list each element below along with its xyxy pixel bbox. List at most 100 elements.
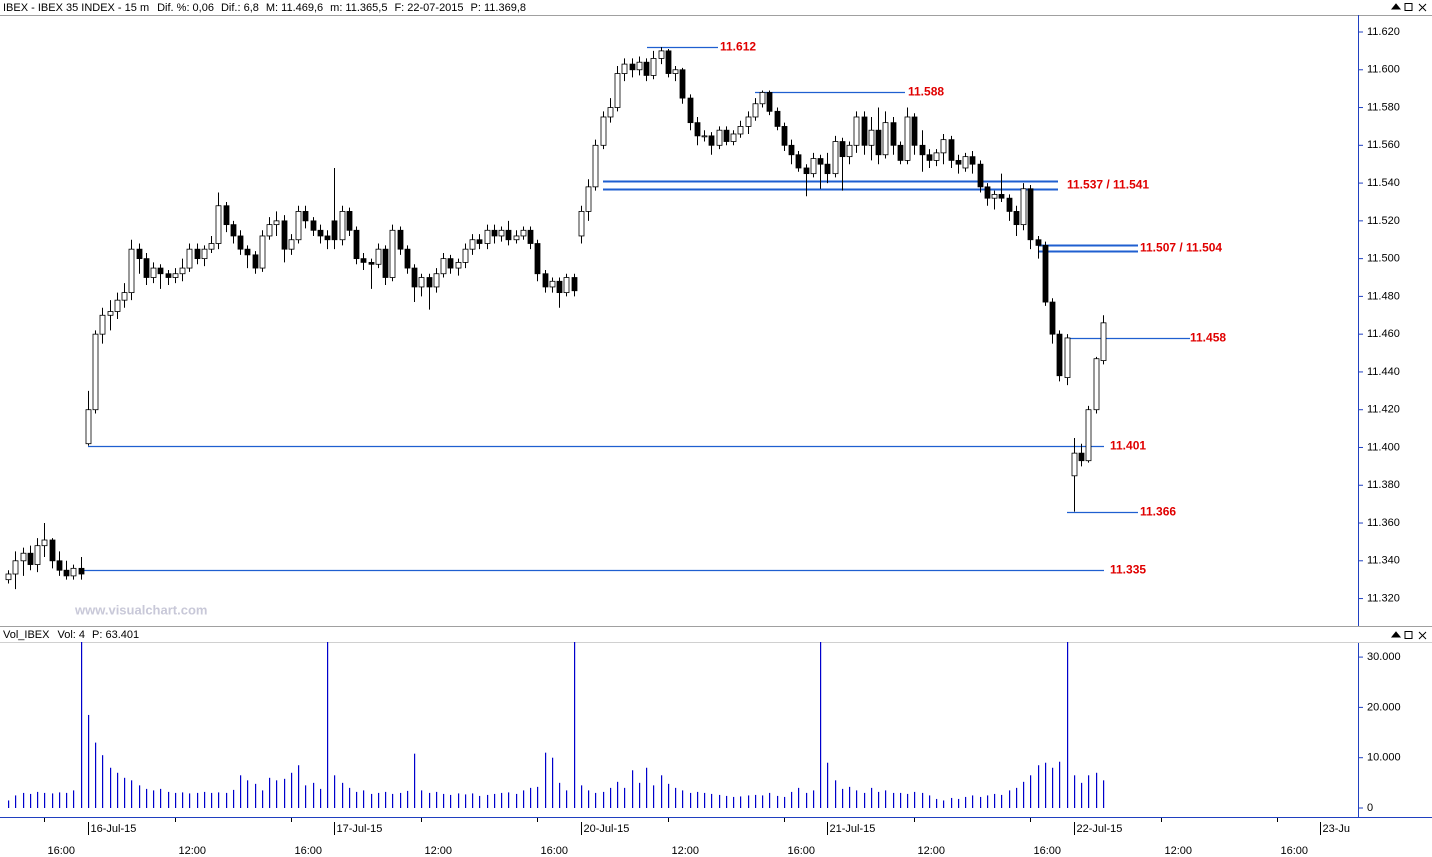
candle-body (12, 560, 19, 575)
volume-bar (864, 792, 866, 808)
candle-body (179, 267, 186, 275)
candle-body (310, 220, 317, 231)
watermark: www.visualchart.com (74, 602, 207, 617)
candle-body (273, 220, 280, 226)
time-tick-label: 12:00 (672, 845, 700, 857)
date-tick-label: 21-Jul-15 (830, 823, 876, 835)
candle-body (882, 122, 889, 156)
candle-body (571, 277, 578, 292)
y-tick-label: 11.500 (1367, 253, 1400, 265)
volume-bar (566, 790, 568, 808)
candle-body (295, 211, 302, 241)
volume-bar (1067, 642, 1069, 808)
volume-bar (124, 777, 126, 808)
volume-bar (59, 792, 61, 808)
volume-bar (740, 796, 742, 808)
volume-bar (363, 790, 365, 808)
candle-body (1006, 197, 1013, 212)
volume-bar (298, 765, 300, 808)
volume-bar (798, 787, 800, 808)
candle-body (418, 277, 425, 288)
candle-body (1071, 452, 1078, 477)
time-tick-label: 16:00 (295, 845, 323, 857)
volume-bar (893, 792, 895, 808)
volume-bar (900, 792, 902, 808)
volume-bar (595, 792, 597, 808)
y-tick-label: 11.420 (1367, 404, 1400, 416)
candle-body (237, 235, 244, 250)
candle-body (817, 158, 824, 165)
y-tick-label: 11.440 (1367, 366, 1400, 378)
volume-bar (1016, 787, 1018, 808)
level-label: 11.458 (1190, 331, 1226, 345)
candle-body (121, 292, 128, 301)
y-tick-label: 11.620 (1367, 26, 1400, 38)
restore-button[interactable] (1404, 631, 1413, 639)
candle-body (215, 205, 222, 244)
header-field: P: 63.401 (92, 629, 139, 641)
candle-body (165, 273, 172, 278)
time-tick-label: 12:00 (918, 845, 946, 857)
y-tick-label: 30.000 (1367, 651, 1401, 663)
volume-bar (690, 792, 692, 808)
volume-bar (537, 786, 539, 808)
volume-bar (994, 793, 996, 808)
date-tick-label: 16-Jul-15 (91, 823, 137, 835)
candle-body (933, 152, 940, 161)
candle-body (172, 273, 179, 278)
y-tick-label: 11.460 (1367, 328, 1400, 340)
volume-bar (755, 794, 757, 808)
volume-bar (284, 778, 286, 808)
candle-body (505, 229, 512, 241)
volume-bar (1023, 781, 1025, 808)
y-tick-label: 11.520 (1367, 215, 1400, 227)
close-button[interactable] (1418, 3, 1427, 12)
volume-bar (226, 792, 228, 808)
volume-bar (110, 767, 112, 808)
volume-bar (762, 795, 764, 808)
volume-bar (617, 781, 619, 808)
maximize-arrow-button[interactable] (1390, 631, 1402, 638)
candle-body (5, 573, 12, 581)
volume-bar (1059, 761, 1061, 808)
candle-body (672, 69, 679, 74)
candle-body (534, 243, 541, 275)
candle-body (716, 129, 723, 146)
candle-body (926, 154, 933, 161)
candle-body (143, 258, 150, 278)
volume-bar (400, 792, 402, 808)
candle-body (34, 545, 41, 565)
volume-bar (255, 783, 257, 808)
volume-bar (436, 791, 438, 808)
candle-body (404, 248, 411, 269)
volume-bar (552, 757, 554, 808)
candle-body (679, 69, 686, 99)
candle-body (687, 97, 694, 124)
y-tick-label: 0 (1367, 802, 1373, 814)
time-tick-label: 12:00 (179, 845, 207, 857)
close-button[interactable] (1418, 631, 1427, 640)
maximize-arrow-button[interactable] (1390, 3, 1402, 10)
volume-bar (784, 796, 786, 808)
window-buttons[interactable] (1390, 3, 1427, 640)
volume-bar (218, 792, 220, 808)
candle-body (389, 229, 396, 278)
volume-bar (52, 793, 54, 808)
candle-body (1020, 188, 1027, 226)
y-tick-label: 10.000 (1367, 752, 1401, 764)
volume-bar (407, 790, 409, 808)
volume-bar (102, 755, 104, 808)
volume-bar (472, 793, 474, 808)
volume-bar (429, 792, 431, 808)
volume-bar (1103, 780, 1105, 808)
restore-button[interactable] (1404, 3, 1413, 11)
candle-body (49, 539, 56, 562)
volume-title: Vol_IBEX (3, 629, 50, 641)
y-tick-label: 11.340 (1367, 555, 1400, 567)
candle-body (846, 144, 853, 158)
header-field: M: 11.469,6 (266, 2, 323, 14)
header-field: m: 11.365,5 (330, 2, 387, 14)
candle-body (745, 116, 752, 127)
header-field: P: 11.369,8 (471, 2, 526, 14)
